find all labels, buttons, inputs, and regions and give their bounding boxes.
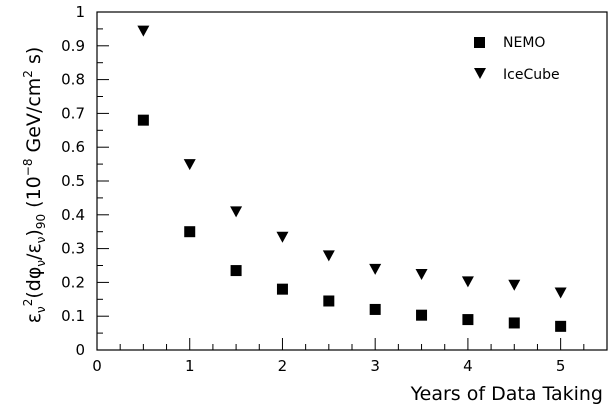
x-tick-label: 0 xyxy=(92,357,102,375)
point-icecube xyxy=(369,263,382,275)
y-title-nu-sub: ν xyxy=(34,306,48,313)
x-tick-label: 1 xyxy=(185,357,195,375)
y-tick-label: 0.5 xyxy=(61,172,85,190)
legend-label-icecube: IceCube xyxy=(503,67,560,83)
data-points xyxy=(137,25,567,332)
y-title-mid2: /ε xyxy=(23,243,45,260)
y-axis-ticks: 0 0.1 0.2 0.3 0.4 0.5 0.6 0.7 0.8 0.9 1 xyxy=(61,3,109,359)
point-icecube xyxy=(415,268,428,280)
y-tick-label: 0.4 xyxy=(61,206,85,224)
point-nemo xyxy=(230,265,242,277)
point-icecube xyxy=(461,276,474,288)
point-nemo xyxy=(369,303,381,315)
point-icecube xyxy=(322,250,335,262)
y-tick-label: 0.3 xyxy=(61,240,85,258)
y-title-unit3: s) xyxy=(23,47,45,70)
point-nemo xyxy=(276,283,288,295)
legend: NEMO IceCube xyxy=(474,35,560,83)
y-title-exp-sup: −8 xyxy=(21,159,35,177)
y-tick-label: 0.1 xyxy=(61,307,85,325)
plot-frame xyxy=(96,11,608,351)
x-axis-title: Years of Data Taking xyxy=(410,383,603,405)
point-icecube xyxy=(183,159,196,171)
y-axis-title: εν2(dφν/εν)90 (10−8 GeV/cm2 s) xyxy=(21,47,48,324)
y-tick-label: 0.8 xyxy=(61,71,85,89)
y-title-close: ) xyxy=(23,229,45,236)
y-tick-label: 1 xyxy=(75,3,85,21)
y-tick-label: 0.6 xyxy=(61,138,85,156)
y-tick-label: 0.2 xyxy=(61,273,85,291)
y-title-nu-sub-3: ν xyxy=(34,236,48,243)
y-title-nu-sub-2: ν xyxy=(34,260,48,267)
point-icecube xyxy=(230,206,243,218)
legend-label-nemo: NEMO xyxy=(503,35,545,51)
y-title-unit2: GeV/cm xyxy=(23,78,45,159)
y-title-unitsq-sup: 2 xyxy=(21,70,35,78)
point-nemo xyxy=(323,295,335,307)
point-icecube xyxy=(137,25,150,37)
point-icecube xyxy=(276,231,289,243)
y-title-unit1: (10 xyxy=(23,176,45,214)
legend-marker-icecube xyxy=(474,68,486,79)
y-title-mid1: (dφ xyxy=(23,267,45,299)
y-title-sub90: 90 xyxy=(34,214,48,229)
x-tick-label: 2 xyxy=(278,357,288,375)
legend-marker-nemo xyxy=(474,37,485,48)
point-nemo xyxy=(555,320,567,332)
x-tick-label: 4 xyxy=(463,357,473,375)
y-title-sq-sup: 2 xyxy=(21,299,35,307)
point-icecube xyxy=(508,279,521,291)
point-nemo xyxy=(137,114,149,126)
y-tick-label: 0.7 xyxy=(61,104,85,122)
point-nemo xyxy=(508,317,520,329)
point-nemo xyxy=(462,314,474,326)
x-tick-label: 3 xyxy=(370,357,380,375)
y-tick-label: 0 xyxy=(75,341,85,359)
x-tick-label: 5 xyxy=(556,357,566,375)
point-nemo xyxy=(184,226,196,238)
y-tick-label: 0.9 xyxy=(61,37,85,55)
point-nemo xyxy=(416,309,428,321)
x-axis-ticks: 0 1 2 3 4 5 xyxy=(92,338,608,375)
point-icecube xyxy=(554,287,567,299)
y-title-eps: ε xyxy=(23,313,45,323)
